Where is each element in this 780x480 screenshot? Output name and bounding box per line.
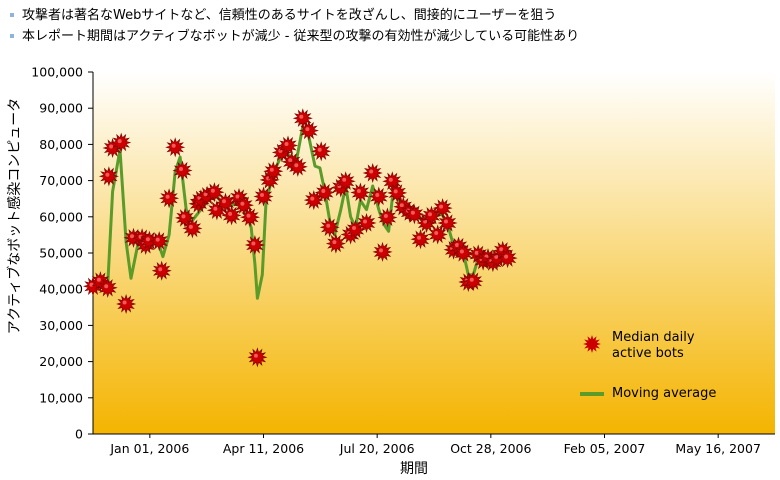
legend-item-moving-average: Moving average <box>580 378 770 412</box>
median-daily-point <box>165 137 186 158</box>
median-daily-point <box>298 120 319 141</box>
legend-label: Median daily active bots <box>612 330 695 361</box>
median-daily-point <box>244 234 265 256</box>
median-daily-series <box>82 108 518 368</box>
star-marker-icon <box>583 335 601 353</box>
median-daily-point <box>116 293 137 315</box>
median-daily-point <box>247 347 268 368</box>
median-daily-point <box>253 186 274 207</box>
x-tick-label: May 16, 2007 <box>675 441 760 456</box>
median-daily-point <box>172 160 193 181</box>
median-daily-point <box>97 277 118 298</box>
median-daily-point <box>335 171 356 192</box>
x-tick-label: Feb 05, 2007 <box>564 441 646 456</box>
median-daily-point <box>377 207 398 228</box>
median-daily-point <box>149 231 170 252</box>
median-daily-point <box>368 186 389 207</box>
y-axis-ticks: 100,000 90,000 80,000 70,000 60,000 50,000 40,… <box>31 65 93 442</box>
legend: Median daily active bots Moving average <box>580 330 770 412</box>
median-daily-point <box>111 132 132 153</box>
legend-label: Moving average <box>612 386 717 401</box>
median-daily-point <box>221 205 242 226</box>
y-axis-label-wrap: アクティブなボット感染コンピュータ <box>2 66 26 366</box>
line-swatch-icon <box>580 392 604 396</box>
note-item: 本レポート期間はアクティブなボットが減少 - 従来型の攻撃の有効性が減少している… <box>8 26 774 47</box>
median-daily-point <box>427 224 448 245</box>
median-daily-point <box>410 229 431 250</box>
median-daily-point <box>204 182 225 203</box>
median-daily-point <box>311 141 332 162</box>
median-daily-point <box>362 162 383 184</box>
median-daily-point <box>387 182 408 203</box>
median-daily-point <box>239 207 261 228</box>
median-daily-point <box>404 204 425 225</box>
median-daily-point <box>350 182 371 203</box>
note-text: 攻撃者は著名なWebサイトなど、信頼性のあるサイトを改ざんし、間接的にユーザーを… <box>22 8 557 23</box>
x-axis-label: 期間 <box>400 461 428 477</box>
x-tick-label: Jul 20, 2006 <box>339 441 415 456</box>
y-tick-label: 0 <box>75 427 83 442</box>
median-daily-point <box>497 248 518 269</box>
y-tick-label: 40,000 <box>39 282 83 297</box>
median-daily-point <box>90 271 111 292</box>
median-daily-point <box>182 218 203 239</box>
y-tick-label: 10,000 <box>39 390 83 405</box>
y-tick-label: 30,000 <box>39 318 83 333</box>
y-tick-label: 70,000 <box>39 173 83 188</box>
median-daily-point <box>151 260 172 281</box>
y-tick-label: 20,000 <box>39 354 83 369</box>
median-daily-point <box>453 242 474 264</box>
median-daily-point <box>98 166 119 187</box>
x-tick-label: Apr 11, 2006 <box>223 441 304 456</box>
x-tick-label: Jan 01, 2006 <box>109 441 189 456</box>
note-text: 本レポート期間はアクティブなボットが減少 - 従来型の攻撃の有効性が減少している… <box>22 29 580 44</box>
median-daily-point <box>356 212 377 234</box>
y-tick-label: 90,000 <box>39 101 83 116</box>
y-tick-label: 100,000 <box>31 65 83 80</box>
x-axis-ticks: Jan 01, 2006 Apr 11, 2006 Jul 20, 2006 Oct … <box>109 434 761 456</box>
legend-item-median: Median daily active bots <box>580 330 770 364</box>
notes-list: 攻撃者は著名なWebサイトなど、信頼性のあるサイトを改ざんし、間接的にユーザーを… <box>8 5 774 47</box>
median-daily-point <box>263 161 284 182</box>
x-tick-label: Oct 28, 2006 <box>450 441 531 456</box>
bullet-icon <box>10 34 14 38</box>
median-daily-point <box>437 212 458 234</box>
median-daily-point <box>287 156 308 177</box>
y-axis-label: アクティブなボット感染コンピュータ <box>7 97 23 335</box>
median-daily-point <box>372 241 393 262</box>
median-daily-point <box>463 271 484 292</box>
y-tick-label: 50,000 <box>39 246 83 261</box>
median-daily-point <box>174 207 196 228</box>
median-daily-point <box>159 188 180 209</box>
plot-background <box>93 72 775 434</box>
median-daily-point <box>319 217 340 238</box>
note-item: 攻撃者は著名なWebサイトなど、信頼性のあるサイトを改ざんし、間接的にユーザーを… <box>8 5 774 26</box>
median-daily-point <box>432 198 453 219</box>
y-tick-label: 80,000 <box>39 137 83 152</box>
y-tick-label: 60,000 <box>39 209 83 224</box>
bullet-icon <box>10 13 14 17</box>
